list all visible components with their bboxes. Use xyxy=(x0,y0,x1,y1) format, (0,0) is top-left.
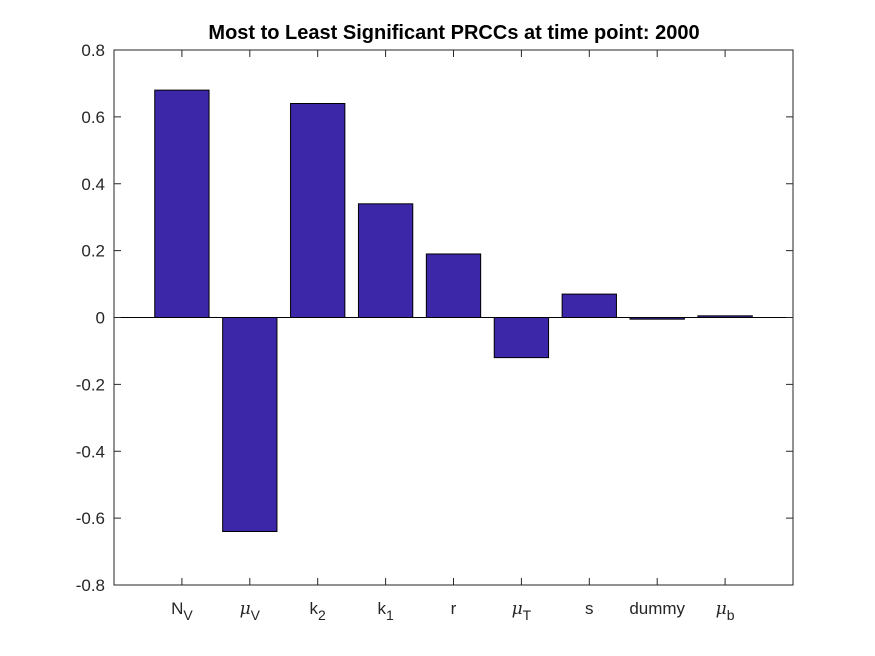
y-tick-label-2: -0.4 xyxy=(76,442,105,461)
chart-title: Most to Least Significant PRCCs at time … xyxy=(208,22,699,44)
x-tick-label-1: μV xyxy=(240,599,261,623)
x-tick-label-7: dummy xyxy=(629,599,685,618)
y-tick-label-6: 0.4 xyxy=(81,175,105,194)
bar-3 xyxy=(357,203,414,318)
x-tick-label-4: r xyxy=(451,599,457,618)
bar-2 xyxy=(290,103,346,318)
y-tick-label-5: 0.2 xyxy=(81,242,105,261)
bar-0 xyxy=(154,89,210,318)
y-tick-label-4: 0 xyxy=(96,309,105,328)
x-axis: NV μV k2 k1 r μT s dummy μb xyxy=(171,50,735,623)
bar-6 xyxy=(561,293,617,318)
bar-5 xyxy=(493,317,550,359)
bars-group xyxy=(154,89,753,532)
bar-1 xyxy=(222,317,278,532)
bar-4 xyxy=(425,253,482,318)
x-tick-label-8: μb xyxy=(716,599,735,623)
y-tick-label-3: -0.2 xyxy=(76,375,105,394)
y-axis: -0.8 -0.6 -0.4 -0.2 0 0.2 0.4 0.6 0.8 xyxy=(76,41,793,595)
x-tick-label-6: s xyxy=(585,599,594,618)
x-tick-label-0: NV xyxy=(171,599,193,623)
y-tick-label-8: 0.8 xyxy=(81,41,105,60)
y-tick-label-1: -0.6 xyxy=(76,509,105,528)
x-tick-label-3: k1 xyxy=(377,599,394,623)
x-tick-label-2: k2 xyxy=(310,599,327,623)
x-tick-label-5: μT xyxy=(512,599,532,623)
y-tick-label-7: 0.6 xyxy=(81,108,105,127)
y-tick-label-0: -0.8 xyxy=(76,576,105,595)
